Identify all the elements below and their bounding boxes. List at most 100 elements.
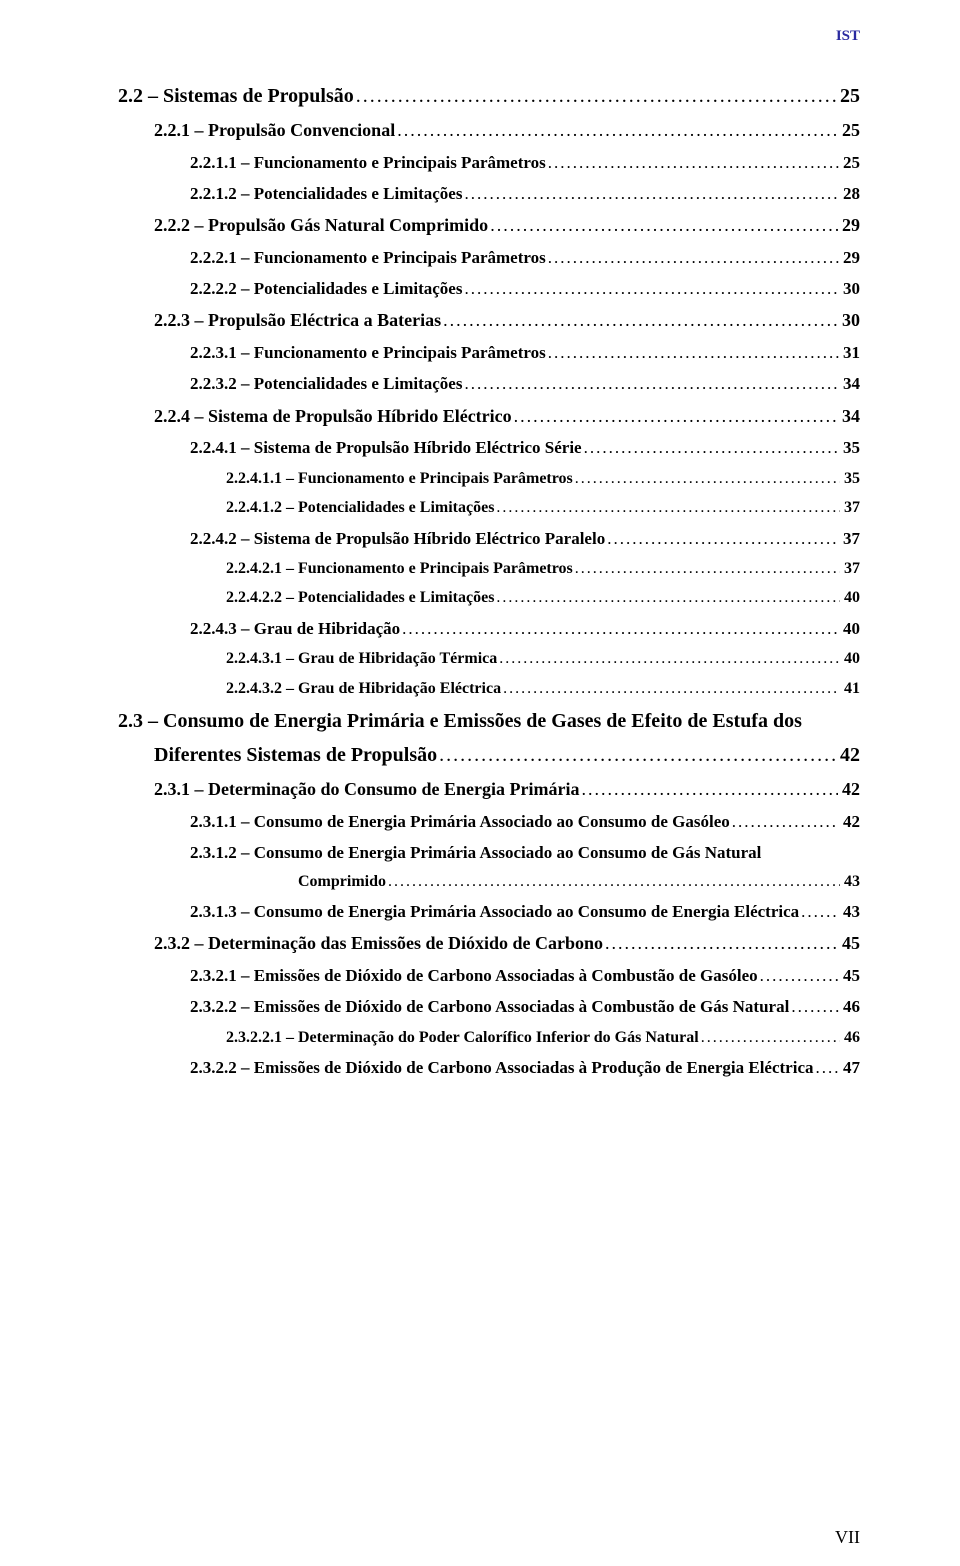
toc-page-number: 42 xyxy=(838,775,860,804)
toc-leader: ........................................… xyxy=(582,434,839,461)
toc-entry: 2.2.4.2.1 – Funcionamento e Principais P… xyxy=(118,556,860,582)
toc-entry: 2.2.2.1 – Funcionamento e Principais Par… xyxy=(118,244,860,271)
toc-entry: 2.2.2 – Propulsão Gás Natural Comprimido… xyxy=(118,211,860,240)
footer-page-number: VII xyxy=(835,1527,860,1548)
toc-label: 2.3.1.1 – Consumo de Energia Primária As… xyxy=(190,808,730,835)
toc-leader: ........................................… xyxy=(573,466,840,492)
toc-entry: 2.2.4.1 – Sistema de Propulsão Híbrido E… xyxy=(118,434,860,461)
toc-label: 2.2.4.1 – Sistema de Propulsão Híbrido E… xyxy=(190,434,582,461)
toc-entry: 2.3.2.2 – Emissões de Dióxido de Carbono… xyxy=(118,1054,860,1081)
toc-page-number: 35 xyxy=(839,434,860,461)
toc-entry: 2.3.2.1 – Emissões de Dióxido de Carbono… xyxy=(118,962,860,989)
toc-label: 2.2.2.1 – Funcionamento e Principais Par… xyxy=(190,244,546,271)
toc-label: 2.2.1.1 – Funcionamento e Principais Par… xyxy=(190,149,546,176)
toc-page-number: 41 xyxy=(840,676,860,702)
toc-label: 2.2.4.3.1 – Grau de Hibridação Térmica xyxy=(226,646,497,672)
toc-label: Diferentes Sistemas de Propulsão xyxy=(154,739,437,771)
toc-leader: ........................................… xyxy=(494,585,840,611)
toc-entry: 2.3.2.2.1 – Determinação do Poder Calorí… xyxy=(118,1025,860,1051)
toc-entry: 2.3.1 – Determinação do Consumo de Energ… xyxy=(118,775,860,804)
toc-entry-continuation: Diferentes Sistemas de Propulsão........… xyxy=(118,739,860,771)
toc-entry: 2.2.4.3.1 – Grau de Hibridação Térmica..… xyxy=(118,646,860,672)
toc-leader: ........................................… xyxy=(400,615,839,642)
toc-entry: 2.2.2.2 – Potencialidades e Limitações..… xyxy=(118,275,860,302)
toc-entry: 2.2.3 – Propulsão Eléctrica a Baterias..… xyxy=(118,306,860,335)
toc-label: 2.3.2 – Determinação das Emissões de Dió… xyxy=(154,929,603,958)
toc-leader: ........................................… xyxy=(546,339,839,366)
toc-leader: ........................................… xyxy=(462,180,839,207)
toc-label: 2.3.2.2 – Emissões de Dióxido de Carbono… xyxy=(190,993,789,1020)
toc-entry: 2.2.3.2 – Potencialidades e Limitações..… xyxy=(118,370,860,397)
toc-page-number: 45 xyxy=(839,962,860,989)
toc-entry: 2.3.1.1 – Consumo de Energia Primária As… xyxy=(118,808,860,835)
toc-leader: ........................................… xyxy=(512,402,838,431)
toc-leader: ........................................… xyxy=(494,495,840,521)
toc-page-number: 28 xyxy=(839,180,860,207)
toc-leader: ........................................… xyxy=(730,808,839,835)
toc-entry: 2.2.4.3.2 – Grau de Hibridação Eléctrica… xyxy=(118,676,860,702)
toc-label: Comprimido xyxy=(298,869,386,895)
toc-label: 2.2.3.2 – Potencialidades e Limitações xyxy=(190,370,462,397)
toc-page-number: 37 xyxy=(840,556,860,582)
toc-entry: 2.3.1.3 – Consumo de Energia Primária As… xyxy=(118,898,860,925)
toc-label: 2.2.4.2 – Sistema de Propulsão Híbrido E… xyxy=(190,525,605,552)
toc-leader: ........................................… xyxy=(814,1054,840,1081)
toc-entry: 2.2.4.2.2 – Potencialidades e Limitações… xyxy=(118,585,860,611)
toc-page-number: 34 xyxy=(838,402,860,431)
toc-entry: 2.2.1 – Propulsão Convencional..........… xyxy=(118,116,860,145)
toc-leader: ........................................… xyxy=(462,370,839,397)
toc-page-number: 25 xyxy=(836,80,860,112)
toc-label: 2.2.2.2 – Potencialidades e Limitações xyxy=(190,275,462,302)
toc-page-number: 25 xyxy=(838,116,860,145)
toc-page-number: 40 xyxy=(839,615,860,642)
toc-entry: 2.2.4.1.1 – Funcionamento e Principais P… xyxy=(118,466,860,492)
toc-leader: ........................................… xyxy=(437,739,836,771)
toc-page-number: 35 xyxy=(840,466,860,492)
toc-entry: 2.2 – Sistemas de Propulsão.............… xyxy=(118,80,860,112)
toc-label: 2.3.1.2 – Consumo de Energia Primária As… xyxy=(190,839,761,866)
toc-page-number: 45 xyxy=(838,929,860,958)
toc-leader: ........................................… xyxy=(441,306,838,335)
toc-entry: 2.3.2.2 – Emissões de Dióxido de Carbono… xyxy=(118,993,860,1020)
toc-leader: ........................................… xyxy=(758,962,839,989)
toc-page-number: 30 xyxy=(839,275,860,302)
toc-page-number: 29 xyxy=(838,211,860,240)
toc-page-number: 40 xyxy=(840,585,860,611)
toc-label: 2.3.1 – Determinação do Consumo de Energ… xyxy=(154,775,579,804)
toc-leader: ........................................… xyxy=(386,869,840,895)
toc-leader: ........................................… xyxy=(546,149,839,176)
toc-label: 2.2.4.3.2 – Grau de Hibridação Eléctrica xyxy=(226,676,501,702)
toc-page-number: 42 xyxy=(839,808,860,835)
toc-entry: 2.2.1.2 – Potencialidades e Limitações..… xyxy=(118,180,860,207)
toc-page-number: 47 xyxy=(839,1054,860,1081)
toc-leader: ........................................… xyxy=(789,993,839,1020)
toc-label: 2.2.2 – Propulsão Gás Natural Comprimido xyxy=(154,211,488,240)
toc-leader: ........................................… xyxy=(603,929,838,958)
toc-entry: 2.2.4 – Sistema de Propulsão Híbrido Elé… xyxy=(118,402,860,431)
toc-label: 2.3.2.1 – Emissões de Dióxido de Carbono… xyxy=(190,962,758,989)
toc-entry: 2.2.4.2 – Sistema de Propulsão Híbrido E… xyxy=(118,525,860,552)
toc-label: 2.2.3 – Propulsão Eléctrica a Baterias xyxy=(154,306,441,335)
toc-page-number: 37 xyxy=(839,525,860,552)
toc-entry: 2.2.4.3 – Grau de Hibridação............… xyxy=(118,615,860,642)
header-institution: IST xyxy=(836,28,860,45)
toc-page-number: 29 xyxy=(839,244,860,271)
toc-leader: ........................................… xyxy=(354,80,836,112)
toc-leader: ........................................… xyxy=(573,556,840,582)
toc-leader: ........................................… xyxy=(462,275,839,302)
toc-label: 2.3 – Consumo de Energia Primária e Emis… xyxy=(118,705,802,737)
toc-page-number: 30 xyxy=(838,306,860,335)
toc-label: 2.2 – Sistemas de Propulsão xyxy=(118,80,354,112)
toc-label: 2.2.4.1.2 – Potencialidades e Limitações xyxy=(226,495,494,521)
toc-page-number: 43 xyxy=(839,898,860,925)
toc-entry: 2.2.3.1 – Funcionamento e Principais Par… xyxy=(118,339,860,366)
toc-page-number: 42 xyxy=(836,739,860,771)
toc-label: 2.2.4.2.2 – Potencialidades e Limitações xyxy=(226,585,494,611)
toc-leader: ........................................… xyxy=(546,244,839,271)
toc-label: 2.2.4.1.1 – Funcionamento e Principais P… xyxy=(226,466,573,492)
toc-leader: ........................................… xyxy=(497,646,840,672)
toc-entry: 2.3.1.2 – Consumo de Energia Primária As… xyxy=(118,839,860,866)
toc-leader: ........................................… xyxy=(395,116,838,145)
toc-label: 2.2.4 – Sistema de Propulsão Híbrido Elé… xyxy=(154,402,512,431)
toc-page-number: 25 xyxy=(839,149,860,176)
